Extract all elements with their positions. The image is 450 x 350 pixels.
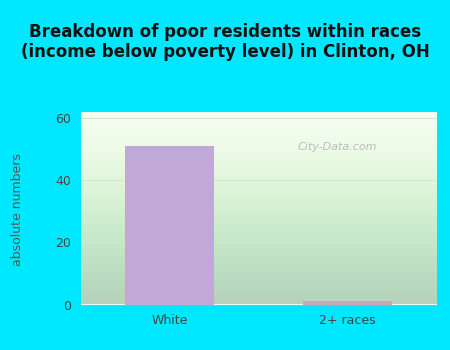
Text: Breakdown of poor residents within races
(income below poverty level) in Clinton: Breakdown of poor residents within races… xyxy=(21,23,429,61)
Bar xyxy=(303,301,392,304)
Text: absolute numbers: absolute numbers xyxy=(12,154,24,266)
Bar xyxy=(126,146,214,304)
Text: City-Data.com: City-Data.com xyxy=(297,142,377,152)
